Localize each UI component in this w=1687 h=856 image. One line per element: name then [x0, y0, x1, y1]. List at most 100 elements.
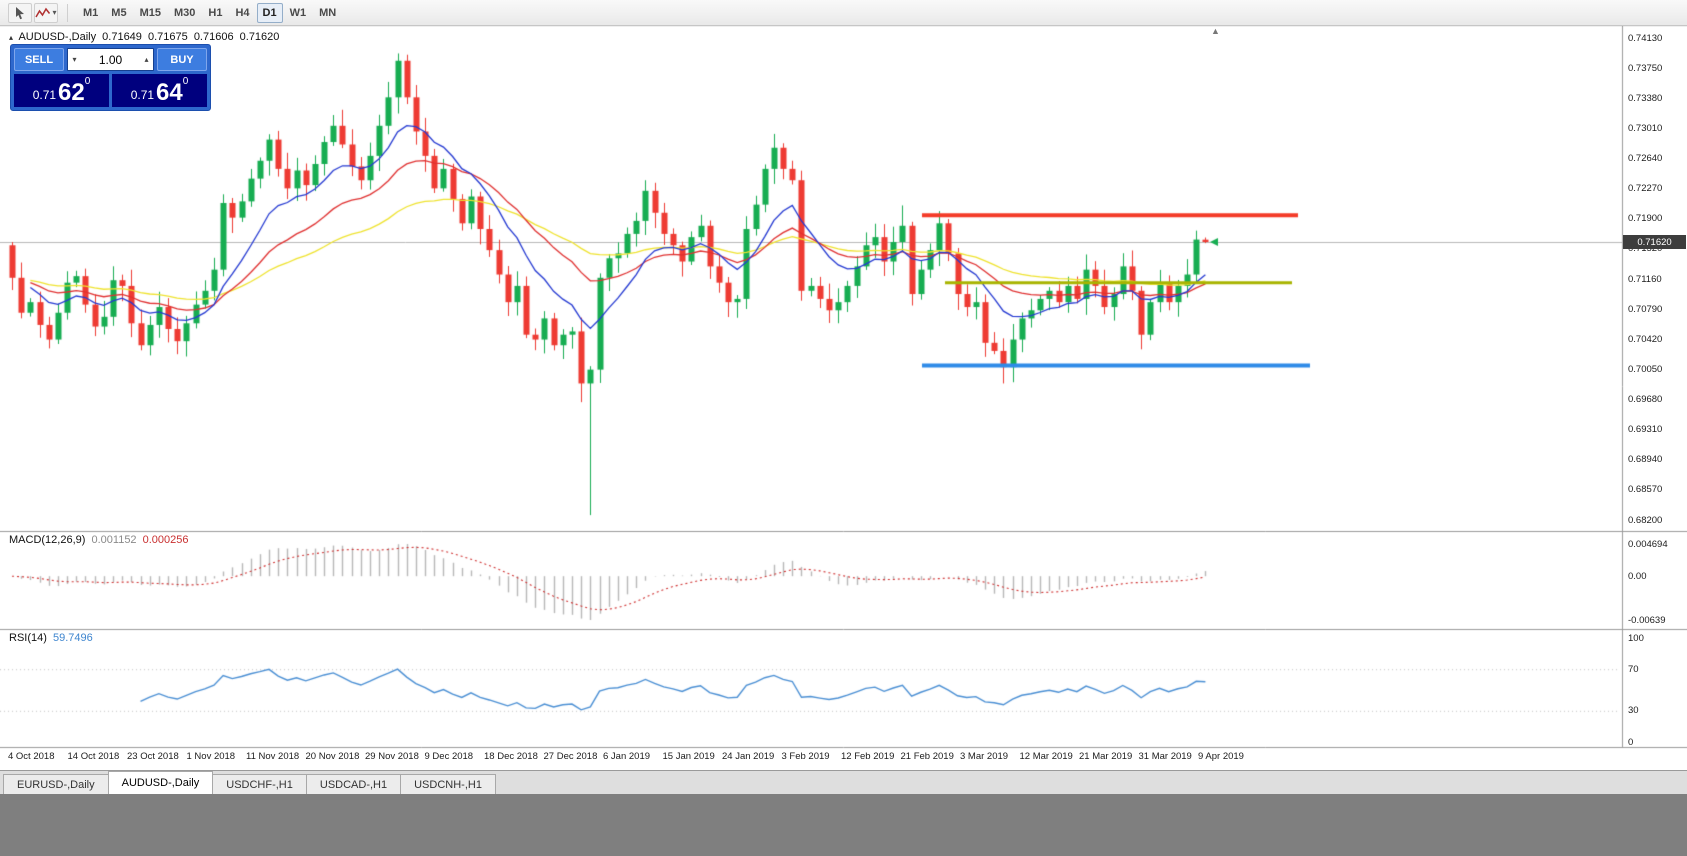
- sell-button[interactable]: SELL: [14, 48, 64, 71]
- date-axis-label: 6 Jan 2019: [603, 751, 651, 762]
- volume-input[interactable]: [81, 52, 140, 67]
- macd-name: MACD(12,26,9): [9, 534, 86, 546]
- timeframe-h1-button[interactable]: H1: [202, 3, 228, 23]
- price-axis-label: 0.72640: [1628, 153, 1663, 164]
- date-axis-label: 4 Oct 2018: [8, 751, 55, 762]
- ohlc-high: 0.71675: [147, 31, 188, 43]
- date-axis-label: 29 Nov 2018: [365, 751, 419, 762]
- chart-symbol-icon: ▴: [9, 33, 14, 42]
- chart-shift-marker[interactable]: ▲: [1211, 26, 1220, 36]
- chart-tab-usdcad-h1[interactable]: USDCAD-,H1: [305, 774, 402, 794]
- rsi-name: RSI(14): [9, 632, 47, 644]
- ohlc-open: 0.71649: [102, 31, 142, 43]
- timeframe-mn-button[interactable]: MN: [313, 3, 342, 23]
- buy-price-pips: 64: [156, 79, 183, 106]
- date-axis-label: 3 Feb 2019: [781, 751, 830, 762]
- date-axis-label: 9 Apr 2019: [1198, 751, 1244, 762]
- chart-title: ▴ AUDUSD-,Daily 0.71649 0.71675 0.71606 …: [9, 31, 282, 43]
- date-axis-label: 1 Nov 2018: [186, 751, 236, 762]
- chevron-down-icon: ▾: [52, 8, 57, 17]
- buy-price-base: 0.71: [130, 88, 155, 102]
- date-axis-label: 21 Feb 2019: [900, 751, 954, 762]
- sell-price-display[interactable]: 0.71 62 0: [14, 74, 109, 107]
- date-axis-label: 9 Dec 2018: [424, 751, 474, 762]
- chart-tabs-bar: EURUSD-,Daily AUDUSD-,Daily USDCHF-,H1 USDC…: [0, 770, 1687, 794]
- price-axis-label: 0.73380: [1628, 92, 1663, 104]
- chart-tab-usdchf-h1[interactable]: USDCHF-,H1: [212, 774, 307, 794]
- price-axis-label: 0.68200: [1628, 514, 1663, 526]
- rsi-axis-label: 100: [1628, 632, 1644, 644]
- price-axis-label: 0.68940: [1628, 454, 1663, 466]
- date-axis-label: 21 Mar 2019: [1079, 751, 1133, 762]
- zigzag-line-icon: [35, 7, 51, 17]
- volume-increase-icon[interactable]: ▴: [144, 55, 149, 64]
- timeframe-w1-button[interactable]: W1: [284, 3, 313, 23]
- price-axis-label: 0.73750: [1628, 62, 1663, 74]
- volume-control: ▾ ▴: [67, 48, 154, 71]
- sell-price-point: 0: [84, 76, 91, 87]
- price-axis-label: 0.69680: [1628, 394, 1663, 405]
- price-axis-label: 0.71900: [1628, 213, 1663, 225]
- sell-price-base: 0.71: [32, 88, 57, 102]
- price-axis-label: 0.72270: [1628, 183, 1663, 195]
- macd-main-value: 0.001152: [91, 534, 137, 546]
- window-background: [0, 794, 1687, 856]
- date-axis-label: 14 Oct 2018: [67, 751, 120, 762]
- current-price-tag: 0.71620: [1623, 235, 1686, 250]
- date-axis-label: 23 Oct 2018: [127, 751, 179, 762]
- draw-tool-button[interactable]: ▾: [34, 2, 58, 23]
- price-axis-label: 0.73010: [1628, 122, 1663, 134]
- timeframe-m5-button[interactable]: M5: [105, 3, 132, 23]
- timeframe-h4-button[interactable]: H4: [229, 3, 255, 23]
- date-axis-label: 31 Mar 2019: [1138, 751, 1192, 762]
- price-axis-label: 0.69310: [1628, 424, 1663, 436]
- rsi-axis-label: 30: [1628, 705, 1639, 717]
- price-axis-label: 0.70050: [1628, 363, 1663, 375]
- date-axis-label: 11 Nov 2018: [246, 751, 300, 762]
- chart-title-text: AUDUSD-,Daily: [18, 31, 97, 43]
- macd-label: MACD(12,26,9) 0.001152 0.000256: [9, 534, 192, 546]
- timeframe-m15-button[interactable]: M15: [134, 3, 167, 23]
- macd-axis-label: -0.00639: [1628, 614, 1666, 626]
- price-axis-label: 0.70790: [1628, 303, 1663, 315]
- toolbar-separator: [67, 3, 68, 22]
- date-axis-label: 20 Nov 2018: [305, 751, 360, 762]
- buy-price-display[interactable]: 0.71 64 0: [112, 74, 207, 107]
- date-axis-label: 15 Jan 2019: [662, 751, 715, 762]
- toolbar: ▾ M1 M5 M15 M30 H1 H4 D1 W1 MN: [0, 0, 1687, 26]
- date-axis-label: 3 Mar 2019: [960, 751, 1009, 762]
- macd-axis-label: 0.004694: [1628, 538, 1668, 550]
- date-axis-label: 27 Dec 2018: [543, 751, 598, 762]
- buy-price-point: 0: [182, 76, 189, 87]
- price-axis-label: 0.70420: [1628, 333, 1663, 345]
- cursor-icon: [16, 6, 24, 19]
- timeframe-m30-button[interactable]: M30: [168, 3, 201, 23]
- timeframe-m1-button[interactable]: M1: [77, 3, 104, 23]
- price-axis-label: 0.68570: [1628, 484, 1663, 496]
- rsi-axis-label: 70: [1628, 663, 1639, 675]
- timeframe-d1-button[interactable]: D1: [256, 2, 283, 23]
- macd-axis-label: 0.00: [1628, 570, 1647, 582]
- one-click-trading-panel: SELL ▾ ▴ BUY 0.71 62 0 0.71 64 0: [10, 44, 211, 111]
- date-axis-label: 18 Dec 2018: [484, 751, 538, 762]
- buy-button[interactable]: BUY: [157, 48, 207, 71]
- ohlc-close: 0.71620: [239, 31, 280, 43]
- macd-signal-value: 0.000256: [142, 534, 189, 546]
- price-axis-label: 0.74130: [1628, 32, 1663, 44]
- volume-decrease-icon[interactable]: ▾: [72, 55, 77, 64]
- date-axis-label: 12 Mar 2019: [1019, 751, 1073, 762]
- price-axis-label: 0.71160: [1628, 273, 1662, 285]
- chart-tab-audusd-daily[interactable]: AUDUSD-,Daily: [107, 771, 214, 794]
- price-chart-canvas[interactable]: [0, 0, 1687, 770]
- timeframe-button-group: M1 M5 M15 M30 H1 H4 D1 W1 MN: [77, 2, 342, 23]
- date-axis-label: 12 Feb 2019: [841, 751, 895, 762]
- chart-tab-usdcnh-h1[interactable]: USDCNH-,H1: [400, 774, 496, 794]
- rsi-label: RSI(14) 59.7496: [9, 632, 96, 644]
- date-axis-label: 24 Jan 2019: [722, 751, 775, 762]
- sell-price-pips: 62: [58, 79, 85, 106]
- chart-tab-eurusd-daily[interactable]: EURUSD-,Daily: [3, 774, 109, 794]
- rsi-value: 59.7496: [52, 632, 93, 644]
- cursor-tool-button[interactable]: [8, 2, 32, 23]
- ohlc-low: 0.71606: [193, 31, 234, 43]
